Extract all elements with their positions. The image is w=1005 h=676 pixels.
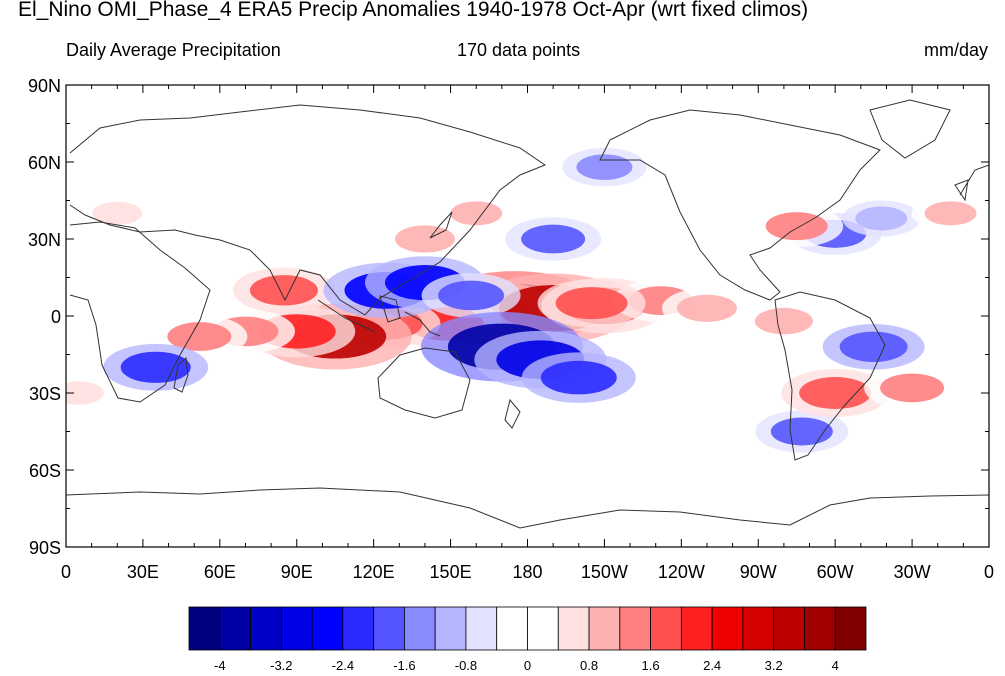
colorbar-label: 4 bbox=[832, 658, 839, 673]
colorbar-label: 0 bbox=[524, 658, 531, 673]
colorbar-label: 0.8 bbox=[580, 658, 598, 673]
anomaly-core-14 bbox=[555, 287, 628, 320]
anomaly-core-35 bbox=[66, 381, 104, 405]
lon-label: 90E bbox=[281, 562, 313, 582]
colorbar-swatch bbox=[311, 606, 344, 651]
colorbar-swatch bbox=[434, 606, 467, 651]
colorbar-swatch bbox=[680, 606, 713, 651]
anomaly-core-13 bbox=[450, 201, 503, 226]
coastline-south-america bbox=[774, 291, 886, 461]
longitude-labels: 0 30E 60E 90E 120E 150E 180 150W 120W 90W 60W 30W 0 bbox=[61, 562, 994, 582]
coastline-eurasia bbox=[69, 104, 547, 316]
coastline-greenland bbox=[869, 99, 951, 159]
lat-label: 60S bbox=[29, 461, 61, 481]
lon-label: 30W bbox=[894, 562, 931, 582]
lon-label: 90W bbox=[740, 562, 777, 582]
colorbar-swatch bbox=[742, 606, 775, 651]
coastline-north-america bbox=[599, 109, 881, 301]
coastline-australia bbox=[377, 347, 471, 419]
coastline-europe bbox=[954, 164, 989, 202]
anomaly-core-28 bbox=[799, 377, 872, 409]
colorbar-label: -0.8 bbox=[455, 658, 477, 673]
anomaly-core-33 bbox=[676, 294, 737, 322]
anomaly-core-23 bbox=[120, 351, 191, 383]
lon-label: 150E bbox=[430, 562, 472, 582]
lon-label: 180 bbox=[512, 562, 542, 582]
colorbar-swatch bbox=[280, 606, 313, 651]
anomaly-core-30 bbox=[765, 212, 828, 241]
colorbar bbox=[188, 606, 867, 651]
lon-label: 60E bbox=[204, 562, 236, 582]
lat-label: 90S bbox=[29, 538, 61, 558]
colorbar-label: 1.6 bbox=[642, 658, 660, 673]
lon-label: 30E bbox=[127, 562, 159, 582]
anomaly-core-17 bbox=[438, 280, 505, 311]
colorbar-swatch bbox=[619, 606, 651, 651]
anomaly-core-29 bbox=[880, 373, 945, 403]
colorbar-label: 2.4 bbox=[703, 658, 721, 673]
anomaly-layer bbox=[66, 147, 989, 453]
lon-label: 120W bbox=[658, 562, 705, 582]
colorbar-swatch bbox=[219, 606, 251, 651]
colorbar-swatch bbox=[773, 606, 805, 651]
anomaly-core-21 bbox=[521, 224, 586, 254]
anomaly-core-12 bbox=[394, 225, 455, 253]
colorbar-swatch bbox=[834, 606, 867, 651]
coastlines bbox=[66, 99, 989, 529]
anomaly-core-24 bbox=[839, 331, 908, 362]
colorbar-swatch bbox=[465, 606, 498, 651]
colorbar-swatch bbox=[250, 606, 282, 651]
chart-title: El_Nino OMI_Phase_4 ERA5 Precip Anomalie… bbox=[18, 0, 809, 21]
anomaly-core-22 bbox=[576, 154, 633, 180]
coastline-japan bbox=[429, 211, 453, 239]
colorbar-label: 3.2 bbox=[765, 658, 783, 673]
anomaly-core-32 bbox=[924, 201, 977, 226]
colorbar-swatch bbox=[188, 606, 221, 651]
anomaly-core-20 bbox=[540, 360, 617, 395]
lon-label: 120E bbox=[353, 562, 395, 582]
colorbar-label: -3.2 bbox=[270, 658, 292, 673]
coastline-africa bbox=[69, 221, 211, 403]
colorbar-swatch bbox=[496, 606, 528, 651]
coastline-indonesia bbox=[317, 295, 441, 337]
anomaly-core-31 bbox=[92, 201, 143, 225]
latitude-labels: 90N 60N 30N 0 30S 60S 90S bbox=[28, 76, 61, 558]
lon-label: 0 bbox=[61, 562, 71, 582]
colorbar-swatch bbox=[373, 606, 405, 651]
lat-label: 60N bbox=[28, 153, 61, 173]
lon-label: 60W bbox=[817, 562, 854, 582]
axis-ticks bbox=[65, 84, 990, 548]
lat-label: 30S bbox=[29, 384, 61, 404]
anomaly-core-25 bbox=[770, 417, 833, 446]
lat-label: 90N bbox=[28, 76, 61, 96]
coastline-new-zealand bbox=[504, 398, 521, 429]
colorbar-label: -1.6 bbox=[393, 658, 415, 673]
anomaly-core-10 bbox=[167, 322, 232, 351]
data-count-label: 170 data points bbox=[457, 40, 581, 60]
variable-label: Daily Average Precipitation bbox=[66, 40, 281, 60]
anomaly-core-34 bbox=[754, 307, 813, 335]
colorbar-swatch bbox=[588, 606, 621, 651]
colorbar-swatch bbox=[527, 606, 559, 651]
units-label: mm/day bbox=[923, 40, 988, 60]
colorbar-labels: -4 -3.2 -2.4 -1.6 -0.8 0 0.8 1.6 2.4 3.2 4 bbox=[214, 658, 839, 673]
colorbar-swatch bbox=[650, 606, 682, 651]
anomaly-core-11 bbox=[249, 275, 318, 306]
colorbar-label: -2.4 bbox=[332, 658, 354, 673]
coastline-madagascar bbox=[173, 356, 189, 393]
anomaly-core-27 bbox=[855, 206, 908, 231]
lon-label: 0 bbox=[984, 562, 994, 582]
lat-label: 30N bbox=[28, 230, 61, 250]
colorbar-swatch bbox=[404, 606, 436, 651]
colorbar-label: -4 bbox=[214, 658, 226, 673]
colorbar-swatch bbox=[711, 606, 744, 651]
lon-label: 150W bbox=[581, 562, 628, 582]
coastline-antarctica bbox=[66, 487, 989, 529]
colorbar-swatch bbox=[557, 606, 590, 651]
colorbar-swatch bbox=[342, 606, 375, 651]
colorbar-swatch bbox=[804, 606, 836, 651]
lat-label: 0 bbox=[51, 307, 61, 327]
